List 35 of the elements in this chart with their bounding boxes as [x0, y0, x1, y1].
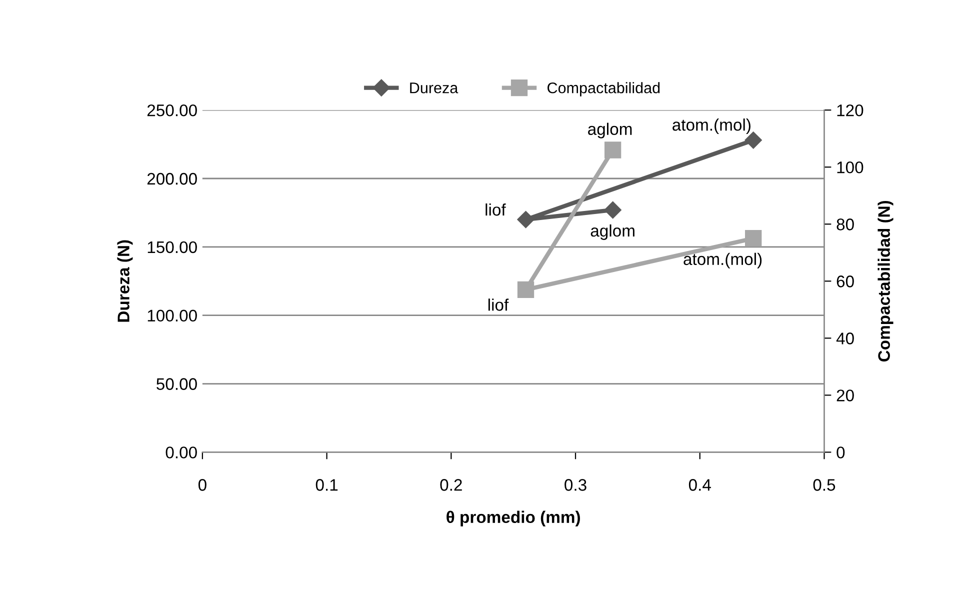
y2-tick-label: 20: [836, 390, 854, 402]
data-label: liof: [486, 203, 506, 216]
y-tick-label: 200.00: [147, 172, 197, 185]
y2-tick-label: 40: [836, 332, 854, 344]
y-tick-label: 50.00: [156, 378, 197, 390]
data-label: aglom: [588, 122, 632, 138]
data-label: atom.(mol): [684, 252, 762, 268]
point: [604, 142, 622, 158]
x-tick-label: 0.5: [813, 479, 836, 491]
y-tick-label: 150.00: [148, 241, 197, 254]
point: [517, 281, 534, 298]
y2-tick-label: 100: [837, 161, 864, 174]
y2-tick-label: 80: [836, 218, 854, 230]
y2-tick-label: 120: [837, 104, 864, 116]
y-axis-title: Dureza (N): [117, 240, 133, 322]
data-label: liof: [488, 298, 509, 311]
point: [604, 201, 622, 219]
y-tick-label: 0.00: [166, 446, 197, 458]
point: [745, 230, 762, 247]
legend-label: Dureza: [410, 82, 458, 94]
y2-tick-label: 60: [836, 276, 854, 288]
x-tick-label: 0.3: [564, 479, 586, 491]
x-tick-label: 0.4: [688, 479, 711, 491]
data-label: atom.(mol): [672, 118, 750, 134]
y2-tick-label: 0: [836, 446, 845, 458]
x-tick-label: 0.1: [316, 479, 338, 491]
data-label: aglom: [590, 224, 634, 240]
point: [517, 211, 534, 228]
y-tick-label: 100.00: [148, 310, 197, 322]
y2-axis-title: Compactabilidad (N): [878, 200, 894, 362]
x-axis-title: θ promedio (mm): [446, 510, 580, 526]
legend-label: Compactabilidad: [548, 82, 660, 96]
x-tick-label: 0.2: [440, 479, 462, 491]
y-tick-label: 250.00: [147, 104, 197, 116]
x-tick-label: 0: [198, 479, 206, 491]
